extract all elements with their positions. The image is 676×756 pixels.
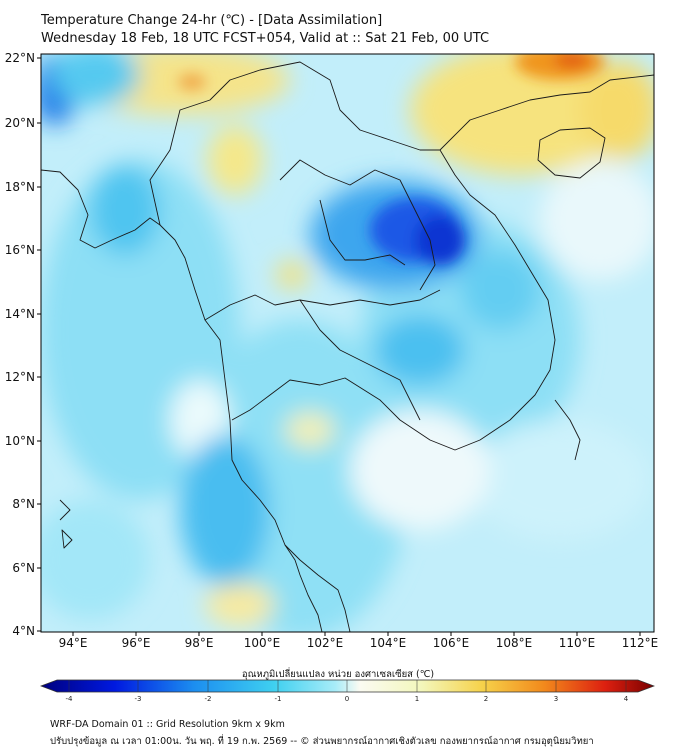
map-title: Temperature Change 24-hr (℃) - [Data Ass… — [41, 13, 383, 28]
colorbar-tick: -1 — [275, 695, 282, 703]
footer-credit: ปรับปรุงข้อมูล ณ เวลา 01:00น. วัน พฤ. ที… — [50, 736, 594, 747]
colorbar-tick: -3 — [135, 695, 142, 703]
lat-label: 14°N — [5, 307, 35, 321]
lat-label: 8°N — [12, 497, 35, 511]
lon-label: 100°E — [244, 636, 281, 650]
lat-label: 10°N — [5, 434, 35, 448]
lat-label: 4°N — [12, 624, 35, 638]
colorbar-label: อุณหภูมิเปลี่ยนแปลง หน่วย องศาเซลเซียส (… — [241, 669, 435, 680]
colorbar-tick: 0 — [345, 695, 349, 703]
lat-label: 18°N — [5, 180, 35, 194]
lon-label: 106°E — [433, 636, 470, 650]
temperature-field — [41, 54, 654, 632]
colorbar-tick: 3 — [554, 695, 558, 703]
colorbar-tick: 1 — [415, 695, 419, 703]
lon-label: 94°E — [59, 636, 88, 650]
latitude-labels: 22°N 20°N 18°N 16°N 14°N 12°N 10°N 8°N 6… — [5, 51, 35, 638]
axis-ticks — [37, 57, 641, 636]
colorbar-tick: -2 — [205, 695, 212, 703]
lat-label: 6°N — [12, 561, 35, 575]
colorbar-tick: -4 — [66, 695, 74, 703]
lon-label: 110°E — [559, 636, 596, 650]
colorbar-bar — [40, 679, 655, 693]
map-subtitle: Wednesday 18 Feb, 18 UTC FCST+054, Valid… — [41, 31, 490, 46]
lat-label: 12°N — [5, 370, 35, 384]
lon-label: 96°E — [122, 636, 151, 650]
longitude-labels: 94°E 96°E 98°E 100°E 102°E 104°E 106°E 1… — [59, 636, 659, 650]
lat-label: 20°N — [5, 116, 35, 130]
footer-model-info: WRF-DA Domain 01 :: Grid Resolution 9km … — [50, 719, 285, 730]
lon-label: 112°E — [622, 636, 659, 650]
lon-label: 108°E — [496, 636, 533, 650]
colorbar: -4 -3 -2 -1 0 1 2 3 4 — [40, 679, 655, 703]
lon-label: 102°E — [307, 636, 344, 650]
lon-label: 98°E — [185, 636, 214, 650]
colorbar-tick: 4 — [624, 695, 629, 703]
coastline-border-lines — [41, 61, 654, 632]
lat-label: 22°N — [5, 51, 35, 65]
map-frame — [40, 53, 655, 633]
lat-label: 16°N — [5, 243, 35, 257]
lon-label: 104°E — [370, 636, 407, 650]
colorbar-tick: 2 — [484, 695, 488, 703]
